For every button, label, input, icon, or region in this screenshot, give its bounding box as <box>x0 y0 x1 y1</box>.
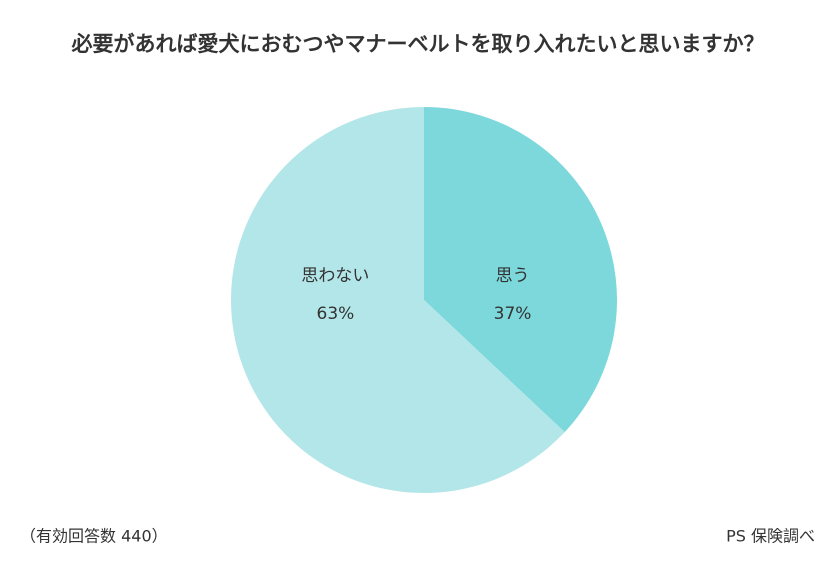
value-label: 63% <box>317 304 355 324</box>
pie-slice <box>424 107 617 433</box>
chart-title: 必要があれば愛犬におむつやマナーベルトを取り入れたいと思いますか？ <box>72 32 765 56</box>
pie <box>230 107 617 494</box>
slice-label: 思わない <box>301 266 369 286</box>
slice-label: 思う <box>496 266 530 286</box>
note: （有効回答数 440） <box>20 527 168 546</box>
source: PS 保険調べ <box>726 527 815 546</box>
pie-slice <box>230 107 565 494</box>
value-label: 37% <box>494 304 532 324</box>
